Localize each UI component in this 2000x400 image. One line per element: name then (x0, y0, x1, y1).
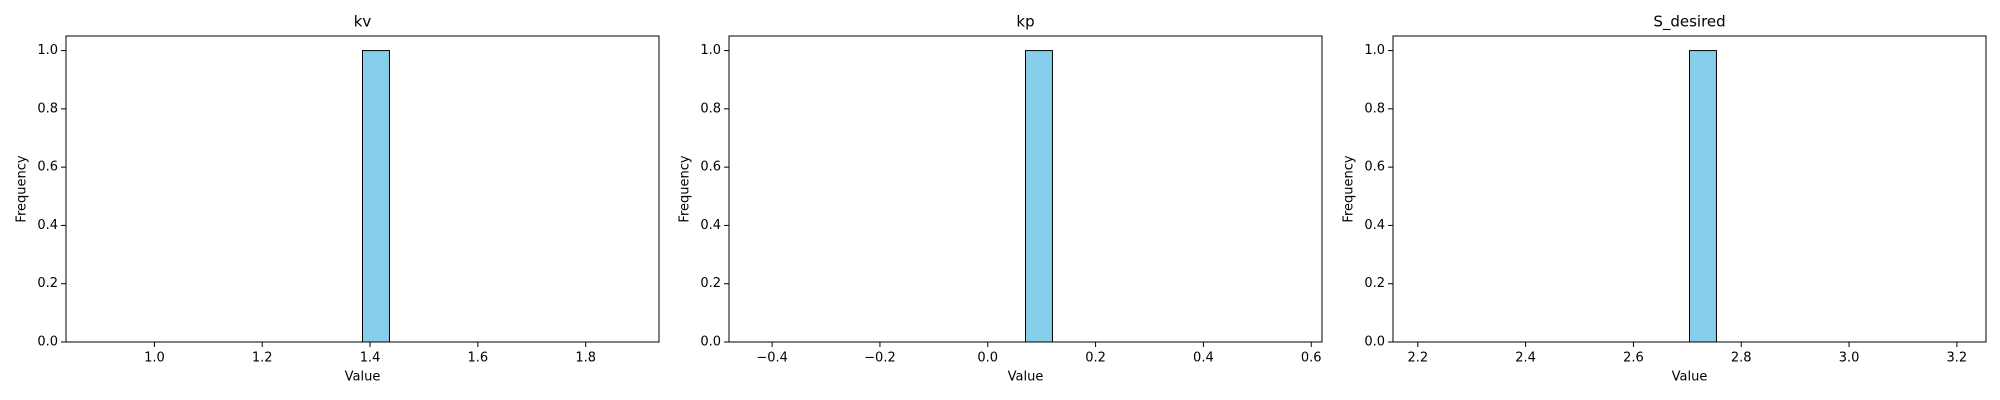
chart-title: S_desired (1653, 13, 1725, 32)
histogram-bar (1025, 50, 1053, 343)
y-tick-label: 0.0 (1364, 335, 1385, 350)
x-tick-label: 1.2 (252, 351, 273, 366)
x-tick-label: 3.2 (1947, 351, 1968, 366)
histogram-bar (1689, 50, 1717, 343)
axes-frame (728, 35, 1323, 343)
y-tick-label: 0.0 (37, 335, 58, 350)
x-tick-label: 3.0 (1839, 351, 1860, 366)
x-tick-label: 2.4 (1515, 351, 1536, 366)
y-tick-label: 0.6 (37, 160, 58, 175)
y-tick-label: 0.6 (1364, 160, 1385, 175)
y-axis-label: Frequency (1342, 155, 1357, 222)
x-tick-label: 0.2 (1085, 351, 1106, 366)
y-tick-label: 0.8 (1364, 101, 1385, 116)
y-tick-label: 0.6 (700, 160, 721, 175)
histogram-bar (362, 50, 390, 343)
x-axis-label: Value (1672, 370, 1708, 385)
y-tick-label: 0.0 (700, 335, 721, 350)
x-tick-label: 2.8 (1731, 351, 1752, 366)
y-tick-label: 0.4 (1364, 218, 1385, 233)
y-tick-label: 0.2 (1364, 276, 1385, 291)
chart-title: kp (1016, 13, 1034, 31)
x-tick-label: −0.2 (864, 351, 896, 366)
axes-frame (65, 35, 660, 343)
y-tick-label: 0.4 (37, 218, 58, 233)
x-tick-label: 2.2 (1407, 351, 1428, 366)
x-tick-label: 0.4 (1193, 351, 1214, 366)
x-axis-label: Value (345, 370, 381, 385)
chart-title: kv (354, 13, 372, 31)
y-tick-label: 1.0 (1364, 43, 1385, 58)
y-tick-label: 0.8 (700, 101, 721, 116)
x-tick-label: 1.0 (144, 351, 165, 366)
x-tick-label: 1.8 (575, 351, 596, 366)
x-tick-label: 1.6 (468, 351, 489, 366)
y-tick-label: 1.0 (700, 43, 721, 58)
x-tick-label: 1.4 (360, 351, 381, 366)
x-axis-label: Value (1008, 370, 1044, 385)
y-tick-label: 0.2 (37, 276, 58, 291)
x-tick-label: 2.6 (1623, 351, 1644, 366)
y-axis-label: Frequency (678, 155, 693, 222)
y-tick-label: 0.4 (700, 218, 721, 233)
y-tick-label: 1.0 (37, 43, 58, 58)
y-tick-label: 0.2 (700, 276, 721, 291)
x-tick-label: −0.4 (756, 351, 788, 366)
x-tick-label: 0.0 (977, 351, 998, 366)
x-tick-label: 0.6 (1301, 351, 1322, 366)
y-tick-label: 0.8 (37, 101, 58, 116)
axes-frame (1392, 35, 1987, 343)
y-axis-label: Frequency (15, 155, 30, 222)
